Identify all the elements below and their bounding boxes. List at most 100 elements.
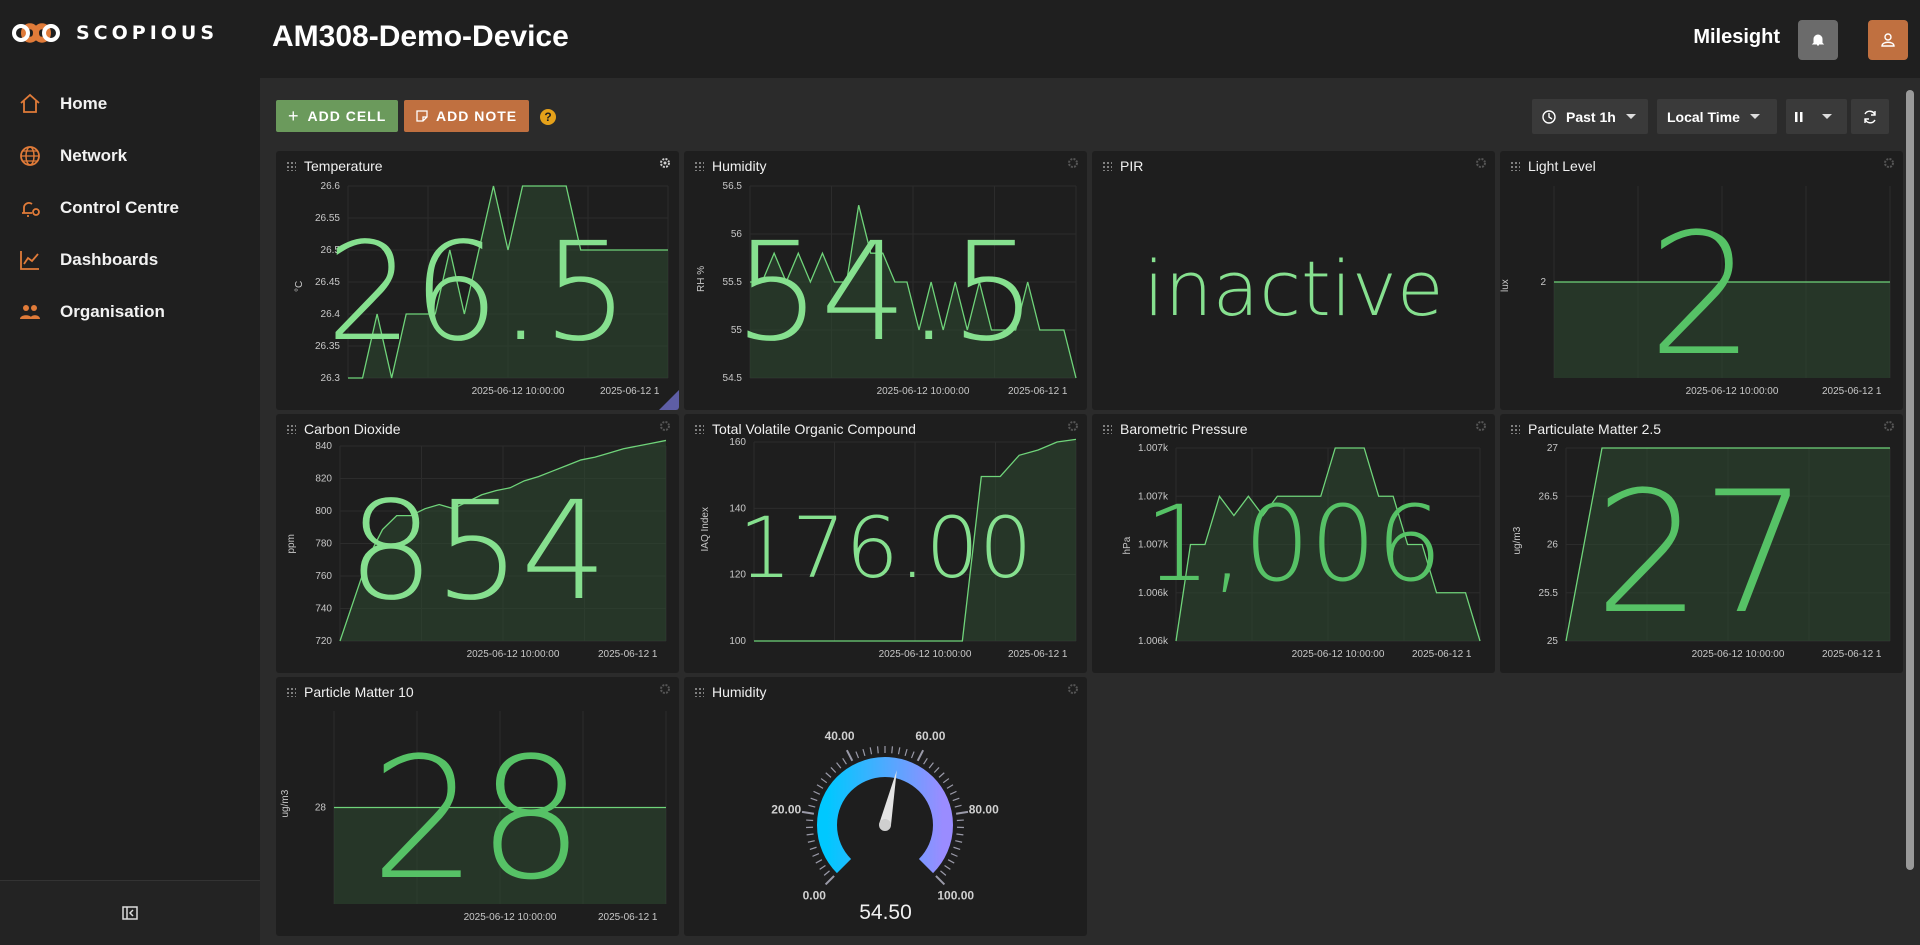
cell-title: Particulate Matter 2.5 — [1528, 421, 1662, 437]
gauge-tick — [952, 797, 960, 802]
note-icon — [416, 110, 428, 122]
gear-icon[interactable] — [1475, 157, 1487, 169]
sidebar-item-organisation[interactable]: Organisation — [0, 286, 260, 338]
line-chart-icon — [20, 251, 39, 270]
gauge-tick — [808, 804, 816, 808]
gauge-tick — [940, 870, 947, 876]
autorefresh-dropdown[interactable] — [1786, 99, 1847, 134]
series-line — [348, 185, 668, 379]
y-tick-label: 100 — [729, 636, 746, 647]
gear-icon[interactable] — [659, 420, 671, 432]
sidebar-item-control-centre[interactable]: Control Centre — [0, 182, 260, 234]
drag-handle-icon[interactable] — [286, 161, 296, 171]
y-tick-label: 2 — [1540, 277, 1546, 288]
cell-pm25[interactable]: Particulate Matter 2.5 27 26.5 26 25.5 25 ug/… — [1500, 414, 1903, 673]
y-tick-label: 56 — [731, 229, 743, 240]
sidebar-item-network[interactable]: Network — [0, 130, 260, 182]
infinity-logo-icon — [12, 23, 60, 43]
collapse-sidebar-icon[interactable] — [122, 906, 138, 920]
y-tick-label: 26.5 — [321, 245, 341, 256]
gauge-tick — [904, 748, 908, 757]
clock-icon — [1542, 109, 1556, 124]
chevron-down-icon — [1822, 114, 1832, 119]
gear-icon[interactable] — [1883, 420, 1895, 432]
x-tick-label: 2025-06-12 10:00:00 — [472, 386, 565, 397]
time-range-dropdown[interactable]: Past 1h — [1532, 99, 1648, 134]
barometric-pressure-chart: 1.007k 1.007k 1.007k 1.006k 1.006k hPa 2025-06… — [1122, 443, 1481, 660]
cell-title: Particle Matter 10 — [304, 684, 414, 700]
timezone-dropdown[interactable]: Local Time — [1657, 99, 1777, 134]
scrollbar[interactable] — [1900, 78, 1920, 945]
drag-handle-icon[interactable] — [1510, 424, 1520, 434]
user-menu-button[interactable] — [1868, 20, 1908, 60]
bell-icon — [1811, 34, 1825, 46]
series-line — [750, 205, 1077, 379]
x-tick-label: 2025-06-12 10:00:00 — [879, 649, 972, 660]
brand-logo[interactable]: SCOPIOUS — [10, 18, 218, 48]
add-cell-label: ADD CELL — [307, 108, 387, 124]
gear-icon[interactable] — [1067, 683, 1079, 695]
sidebar-item-dashboards[interactable]: Dashboards — [0, 234, 260, 286]
drag-handle-icon[interactable] — [694, 424, 704, 434]
cell-tvoc[interactable]: Total Volatile Organic Compound 160 140 12… — [684, 414, 1087, 673]
sidebar: SCOPIOUS Home Network Control Centre Das… — [0, 0, 260, 945]
drag-handle-icon[interactable] — [286, 424, 296, 434]
y-tick-label: 55 — [731, 325, 743, 336]
gauge-tick — [955, 840, 963, 843]
gear-icon[interactable] — [1067, 157, 1079, 169]
organisation-name[interactable]: Milesight — [1693, 26, 1780, 48]
gear-icon[interactable] — [659, 683, 671, 695]
cell-humidity-gauge[interactable]: Humidity 0.00 20.00 40.00 60.00 80.00 100.00 … — [684, 677, 1087, 936]
gauge-tick — [933, 767, 940, 773]
gauge-tick — [955, 810, 969, 815]
pm10-chart: 28 ug/m3 2025-06-12 10:00:00 2025-06-12 1 — [280, 711, 667, 923]
help-icon[interactable]: ? — [540, 109, 556, 125]
gauge-tick — [938, 772, 945, 778]
gear-icon[interactable] — [1067, 420, 1079, 432]
drag-handle-icon[interactable] — [1510, 161, 1520, 171]
gauge-tick — [820, 778, 828, 784]
user-icon — [1881, 33, 1895, 47]
gauge-tick — [956, 833, 964, 836]
resize-handle-icon[interactable] — [659, 390, 679, 410]
gear-icon[interactable] — [1883, 157, 1895, 169]
gear-icon[interactable] — [1475, 420, 1487, 432]
y-tick-label: 160 — [729, 437, 746, 448]
globe-icon — [20, 146, 40, 166]
gauge-tick — [824, 875, 835, 886]
brand-name: SCOPIOUS — [76, 22, 219, 44]
home-icon — [20, 93, 40, 113]
gauge-tick — [942, 778, 950, 784]
series-area — [750, 205, 1076, 378]
add-cell-button[interactable]: + ADD CELL — [276, 100, 399, 132]
drag-handle-icon[interactable] — [1102, 161, 1112, 171]
cell-humidity[interactable]: Humidity 56.5 56 55.5 55 54.5 RH % 2025-06-12 … — [684, 151, 1087, 410]
cell-light-level[interactable]: Light Level 2 lux 2025-06-12 10:00:00 2025-… — [1500, 151, 1903, 410]
sidebar-item-label: Control Centre — [60, 198, 179, 217]
x-tick-label: 2025-06-12 1 — [600, 386, 660, 397]
notifications-button[interactable] — [1798, 20, 1838, 60]
gauge-tick — [946, 784, 954, 789]
drag-handle-icon[interactable] — [694, 687, 704, 697]
cell-carbon-dioxide[interactable]: Carbon Dioxide 840 820 800 780 760 740 720 ppm 2… — [276, 414, 679, 673]
scrollbar-thumb[interactable] — [1906, 90, 1914, 870]
y-tick-label: 740 — [315, 604, 332, 615]
add-note-button[interactable]: ADD NOTE — [404, 100, 530, 132]
gear-icon[interactable] — [659, 157, 671, 169]
drag-handle-icon[interactable] — [286, 687, 296, 697]
cell-pir[interactable]: PIR inactive — [1092, 151, 1495, 410]
gauge-tick — [813, 790, 821, 795]
cell-barometric-pressure[interactable]: Barometric Pressure 1.007k 1.007k 1.007k 1.… — [1092, 414, 1495, 673]
cell-title: Humidity — [712, 684, 767, 700]
sidebar-item-label: Home — [60, 94, 108, 113]
x-tick-label: 2025-06-12 1 — [1008, 649, 1068, 660]
cell-pm10[interactable]: Particle Matter 10 28 ug/m3 2025-06-12 10:… — [276, 677, 679, 936]
y-tick-label: 26.6 — [321, 181, 341, 192]
drag-handle-icon[interactable] — [1102, 424, 1112, 434]
refresh-button[interactable] — [1851, 99, 1889, 134]
gauge-tick — [923, 757, 928, 765]
sidebar-item-home[interactable]: Home — [0, 78, 260, 130]
cell-temperature[interactable]: Temperature 26.6 26.55 26.5 26.45 26.4 26.35 2… — [276, 151, 679, 410]
drag-handle-icon[interactable] — [694, 161, 704, 171]
y-tick-label: 25.5 — [1539, 588, 1559, 599]
